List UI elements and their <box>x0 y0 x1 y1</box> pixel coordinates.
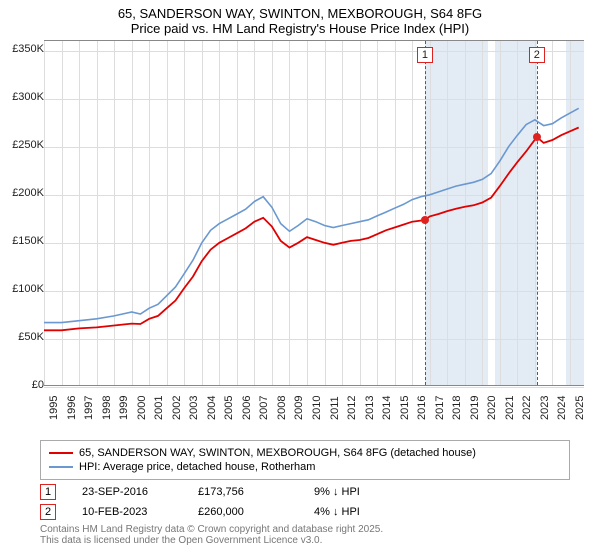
y-tick-label: £0 <box>0 379 44 391</box>
x-tick-label: 2022 <box>521 396 533 420</box>
sale-diff: 9% ↓ HPI <box>314 486 404 498</box>
title-line-2: Price paid vs. HM Land Registry's House … <box>0 21 600 36</box>
x-tick-label: 2021 <box>504 396 516 420</box>
sales-table: 1 23-SEP-2016 £173,756 9% ↓ HPI 2 10-FEB-2023… <box>40 484 570 520</box>
sale-date: 23-SEP-2016 <box>82 486 172 498</box>
x-tick-label: 2017 <box>434 396 446 420</box>
y-tick-label: £300K <box>0 91 44 103</box>
sale-row-marker: 1 <box>40 484 56 500</box>
x-tick-label: 2013 <box>364 396 376 420</box>
sale-row-marker: 2 <box>40 504 56 520</box>
x-tick-label: 2024 <box>556 396 568 420</box>
series-hpi <box>44 108 579 322</box>
x-tick-label: 1995 <box>48 396 60 420</box>
x-tick-label: 2025 <box>574 396 586 420</box>
legend: 65, SANDERSON WAY, SWINTON, MEXBOROUGH, … <box>40 440 570 480</box>
legend-label: HPI: Average price, detached house, Roth… <box>79 461 315 473</box>
sale-row: 1 23-SEP-2016 £173,756 9% ↓ HPI <box>40 484 570 500</box>
sale-dot <box>533 133 541 141</box>
y-tick-label: £350K <box>0 43 44 55</box>
x-tick-label: 2008 <box>276 396 288 420</box>
x-tick-label: 2023 <box>539 396 551 420</box>
x-tick-label: 2009 <box>293 396 305 420</box>
x-tick-label: 2002 <box>171 396 183 420</box>
footer-line-1: Contains HM Land Registry data © Crown c… <box>40 524 570 535</box>
series-svg <box>44 41 584 387</box>
footer-line-2: This data is licensed under the Open Gov… <box>40 535 570 546</box>
sale-price: £173,756 <box>198 486 288 498</box>
x-tick-label: 2019 <box>469 396 481 420</box>
x-tick-label: 1996 <box>66 396 78 420</box>
chart-area: 12£0£50K£100K£150K£200K£250K£300K£350K19… <box>4 40 592 436</box>
legend-swatch <box>49 452 73 454</box>
x-tick-label: 2010 <box>311 396 323 420</box>
y-tick-label: £50K <box>0 331 44 343</box>
x-tick-label: 2020 <box>486 396 498 420</box>
y-tick-label: £250K <box>0 139 44 151</box>
x-tick-label: 2007 <box>258 396 270 420</box>
sale-price: £260,000 <box>198 506 288 518</box>
x-tick-label: 2001 <box>153 396 165 420</box>
y-tick-label: £100K <box>0 283 44 295</box>
x-tick-label: 2015 <box>399 396 411 420</box>
y-tick-label: £200K <box>0 187 44 199</box>
footer: Contains HM Land Registry data © Crown c… <box>40 524 570 546</box>
sale-date: 10-FEB-2023 <box>82 506 172 518</box>
x-tick-label: 2011 <box>329 396 341 420</box>
x-tick-label: 1997 <box>83 396 95 420</box>
legend-label: 65, SANDERSON WAY, SWINTON, MEXBOROUGH, … <box>79 447 476 459</box>
legend-swatch <box>49 466 73 468</box>
y-tick-label: £150K <box>0 235 44 247</box>
y-gridline <box>44 387 584 388</box>
sale-row: 2 10-FEB-2023 £260,000 4% ↓ HPI <box>40 504 570 520</box>
x-tick-label: 2000 <box>136 396 148 420</box>
sale-diff: 4% ↓ HPI <box>314 506 404 518</box>
plot-region: 12 <box>44 40 584 386</box>
x-tick-label: 1998 <box>101 396 113 420</box>
title-line-1: 65, SANDERSON WAY, SWINTON, MEXBOROUGH, … <box>0 6 600 21</box>
x-tick-label: 2012 <box>346 396 358 420</box>
x-tick-label: 2018 <box>451 396 463 420</box>
x-tick-label: 2004 <box>206 396 218 420</box>
sale-dot <box>421 216 429 224</box>
chart-title: 65, SANDERSON WAY, SWINTON, MEXBOROUGH, … <box>0 0 600 40</box>
x-tick-label: 2014 <box>381 396 393 420</box>
legend-item: HPI: Average price, detached house, Roth… <box>49 461 561 473</box>
x-tick-label: 2006 <box>241 396 253 420</box>
x-tick-label: 2003 <box>188 396 200 420</box>
x-tick-label: 1999 <box>118 396 130 420</box>
legend-item: 65, SANDERSON WAY, SWINTON, MEXBOROUGH, … <box>49 447 561 459</box>
x-tick-label: 2005 <box>223 396 235 420</box>
series-price_paid <box>44 128 579 331</box>
x-tick-label: 2016 <box>416 396 428 420</box>
